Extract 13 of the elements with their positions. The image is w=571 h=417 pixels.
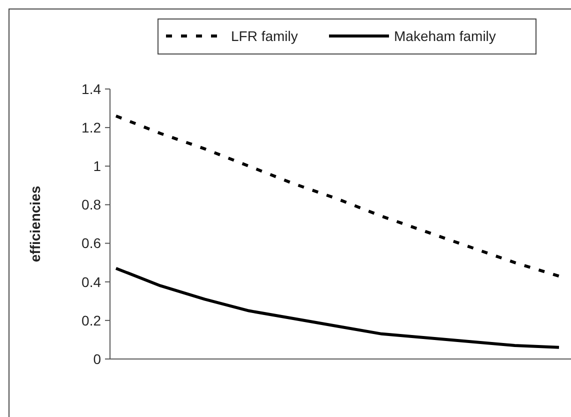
y-tick-label: 0.2 [82, 312, 102, 328]
legend-label: Makeham family [394, 28, 496, 44]
y-tick-label: 0.8 [82, 196, 102, 213]
legend-label: LFR family [231, 28, 298, 44]
y-axis-title: efficiencies [27, 186, 43, 262]
y-tick-label: 0.6 [82, 235, 102, 252]
y-tick-label: 1 [93, 158, 102, 174]
line-series [114, 114, 560, 278]
y-tick-label: 0 [93, 350, 102, 367]
y-tick-label: 1.4 [82, 80, 102, 97]
line-series [114, 266, 560, 349]
y-tick-label: 1.2 [82, 119, 102, 136]
y-tick-label: 0.4 [82, 274, 102, 290]
